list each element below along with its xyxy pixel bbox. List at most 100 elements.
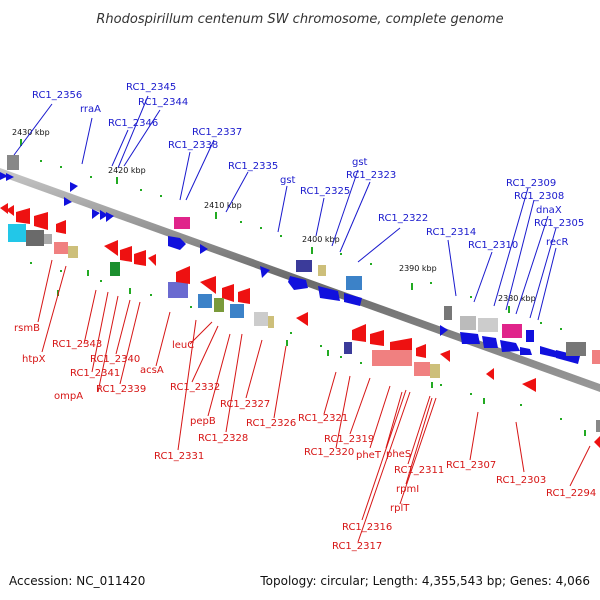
gene-label: rsmB <box>14 323 40 334</box>
gene-arrow-reverse <box>104 240 118 256</box>
gene-arrow-reverse <box>16 208 30 224</box>
gene-label: RC1_2307 <box>446 460 496 471</box>
gene-arrow-forward <box>0 172 8 180</box>
gene-label: RC1_2326 <box>246 418 296 429</box>
gene-label: RC1_2314 <box>426 227 476 238</box>
gene-block-magenta <box>502 324 522 338</box>
gene-block-navy <box>296 260 312 272</box>
gene-label: RC1_2322 <box>378 213 428 224</box>
gene-arrow-reverse <box>352 324 366 342</box>
gene-label: pheS <box>386 449 411 460</box>
tick-label-2400: 2400 kbp <box>302 235 340 244</box>
gene-arrow-reverse <box>296 312 308 326</box>
tick-label-2410: 2410 kbp <box>204 201 242 210</box>
gene-label: RC1_2341 <box>70 368 120 379</box>
gene-arrow-reverse <box>56 220 66 234</box>
gene-arrow-forward <box>288 276 308 290</box>
gene-label: rpmI <box>396 484 419 495</box>
gene-arrow-reverse <box>440 350 450 362</box>
gene-arrow-forward <box>6 173 14 181</box>
gene-label: RC1_2344 <box>138 97 188 108</box>
gene-block-steel <box>198 294 212 308</box>
accession-text: Accession: NC_011420 <box>9 574 145 588</box>
gene-label: RC1_2303 <box>496 475 546 486</box>
gene-label: RC1_2346 <box>108 118 158 129</box>
gene-label: RC1_2294 <box>546 488 596 499</box>
gene-label: acsA <box>140 365 164 376</box>
gene-arrow-reverse <box>522 378 536 392</box>
gene-label: RC1_2309 <box>506 178 556 189</box>
gene-arrow-forward <box>168 236 186 250</box>
guide-dots <box>30 160 586 436</box>
map-title: Rhodospirillum centenum SW chromosome, c… <box>96 12 503 27</box>
gene-label: RC1_2310 <box>468 240 518 251</box>
gene-block-steel <box>346 276 362 290</box>
gene-label: RC1_2317 <box>332 541 382 552</box>
scale-tick-marks <box>20 139 510 313</box>
gene-label: RC1_2327 <box>220 399 270 410</box>
gene-label: gst <box>280 175 296 186</box>
gene-arrow-forward <box>70 182 78 192</box>
gene-arrow-reverse <box>120 246 132 262</box>
gene-labels-top[interactable]: RC1_2356 rraA RC1_2345 RC1_2344 RC1_2346… <box>32 82 584 251</box>
gene-arrow-reverse <box>176 266 190 284</box>
gene-block-grey <box>596 420 600 432</box>
gene-block-green <box>110 262 120 276</box>
gene-label: RC1_2331 <box>154 451 204 462</box>
gene-block-silver <box>44 234 52 244</box>
reverse-strand-genes[interactable] <box>0 203 600 448</box>
gene-arrow-reverse <box>238 288 250 304</box>
gene-label: pepB <box>190 416 216 427</box>
gene-arrow-forward <box>100 210 108 220</box>
gene-arrow-forward <box>64 197 72 206</box>
gene-arrow-reverse <box>486 368 494 380</box>
gene-arrow-forward <box>92 209 100 219</box>
gene-label: RC1_2308 <box>514 191 564 202</box>
gene-arrow-reverse <box>416 344 426 358</box>
gene-arrow-forward <box>318 286 340 301</box>
gene-label: RC1_2356 <box>32 90 82 101</box>
gene-block-tan <box>430 364 440 378</box>
gene-label: RC1_2338 <box>168 140 218 151</box>
gene-label: RC1_2316 <box>342 522 392 533</box>
gene-block-pink <box>372 350 412 366</box>
gene-label: RC1_2337 <box>192 127 242 138</box>
gene-label: rraA <box>80 104 101 115</box>
gene-arrow-reverse <box>6 205 14 216</box>
tick-label-2390: 2390 kbp <box>399 264 437 273</box>
gene-arrow-forward <box>500 340 520 352</box>
gene-label: RC1_2321 <box>298 413 348 424</box>
gene-arrow-reverse <box>200 276 216 294</box>
gene-arrow-forward <box>556 350 580 364</box>
gene-label: pheT <box>356 450 382 461</box>
gene-block-grey <box>566 342 586 356</box>
gene-label: recR <box>546 237 569 248</box>
gene-label: RC1_2335 <box>228 161 278 172</box>
forward-strand-genes[interactable] <box>0 155 600 364</box>
gene-block-grey <box>26 230 44 246</box>
gene-arrow-forward <box>460 332 480 344</box>
gene-arrow-reverse <box>370 330 384 346</box>
gene-block-pink <box>414 362 430 376</box>
gene-label: ompA <box>54 391 83 402</box>
gene-label: RC1_2340 <box>90 354 140 365</box>
leader-lines-bottom <box>37 259 591 543</box>
gene-label: RC1_2319 <box>324 434 374 445</box>
topology-text: Topology: circular; Length: 4,355,543 bp… <box>259 574 590 588</box>
gene-label: rplT <box>390 503 410 514</box>
gene-label: dnaX <box>536 205 562 216</box>
gene-block-tan <box>318 265 326 276</box>
gene-arrow-reverse <box>148 254 156 266</box>
gene-label: RC1_2332 <box>170 382 220 393</box>
gene-arrow-reverse <box>222 284 234 302</box>
gene-block-violet <box>168 282 188 298</box>
gene-arrow-forward <box>540 346 560 358</box>
gene-label: RC1_2328 <box>198 433 248 444</box>
gene-block-cyan <box>8 224 26 242</box>
gene-arrow-reverse <box>0 203 8 214</box>
tick-label-2380: 2380 kbp <box>498 294 536 303</box>
gene-block-tan <box>268 316 274 328</box>
gene-labels-bottom[interactable]: rsmB htpX RC1_2343 RC1_2341 ompA RC1_234… <box>14 323 596 552</box>
gene-label: RC1_2343 <box>52 339 102 350</box>
